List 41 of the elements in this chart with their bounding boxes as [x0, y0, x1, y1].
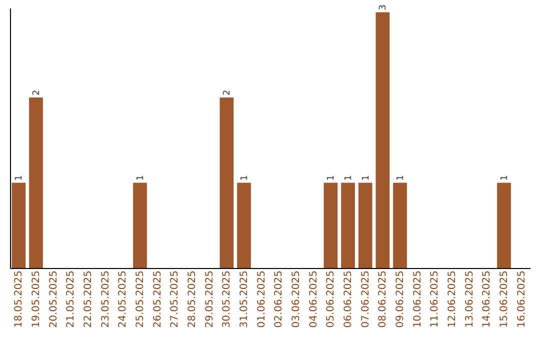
data-label: 1 [240, 175, 250, 181]
x-tick-label: 30.05.2025 [222, 270, 233, 328]
x-tick-label: 08.06.2025 [378, 270, 389, 328]
data-label: 1 [344, 175, 354, 181]
data-label: 2 [32, 90, 42, 96]
data-label: 2 [222, 90, 233, 96]
x-tick-label: 10.06.2025 [412, 270, 424, 328]
x-tick-label: 24.05.2025 [118, 270, 129, 328]
x-tick-label: 14.06.2025 [482, 270, 493, 328]
x-tick-label: 06.06.2025 [343, 270, 354, 328]
x-tick-label: 09.06.2025 [395, 270, 406, 328]
x-tick-label: 22.05.2025 [83, 270, 94, 328]
data-label: 1 [396, 175, 406, 181]
x-tick-label: 27.05.2025 [170, 270, 181, 328]
x-tick-label: 01.06.2025 [256, 270, 268, 328]
data-label: 3 [378, 4, 389, 10]
x-tick-label: 03.06.2025 [291, 270, 302, 328]
x-tick-label: 07.06.2025 [360, 270, 372, 328]
data-label: 1 [326, 175, 337, 181]
x-tick-label: 21.05.2025 [66, 270, 77, 328]
data-label: 1 [361, 175, 372, 181]
x-tick-label: 28.05.2025 [187, 270, 198, 328]
data-label: 1 [136, 175, 146, 181]
x-tick-label: 20.05.2025 [48, 270, 60, 328]
x-tick-label: 25.05.2025 [135, 270, 146, 328]
x-tick-label: 26.05.2025 [152, 270, 164, 328]
x-tick-label: 29.05.2025 [204, 270, 216, 328]
x-tick-label: 02.06.2025 [274, 270, 285, 328]
x-tick-label: 05.06.2025 [326, 270, 337, 328]
x-tick-label: 16.06.2025 [516, 270, 528, 328]
x-tick-label: 11.06.2025 [430, 270, 441, 328]
x-tick-label: 31.05.2025 [239, 270, 250, 328]
x-tick-label: 04.06.2025 [308, 270, 320, 328]
x-tick-label: 12.06.2025 [447, 270, 458, 328]
x-tick-label: 18.05.2025 [14, 270, 25, 328]
x-tick-label: 13.06.2025 [464, 270, 476, 328]
data-label: 1 [500, 175, 510, 181]
x-tick-label: 15.06.2025 [499, 270, 510, 328]
x-tick-label: 23.05.2025 [100, 270, 112, 328]
data-label: 1 [14, 175, 25, 181]
x-tick-label: 19.05.2025 [31, 270, 42, 328]
